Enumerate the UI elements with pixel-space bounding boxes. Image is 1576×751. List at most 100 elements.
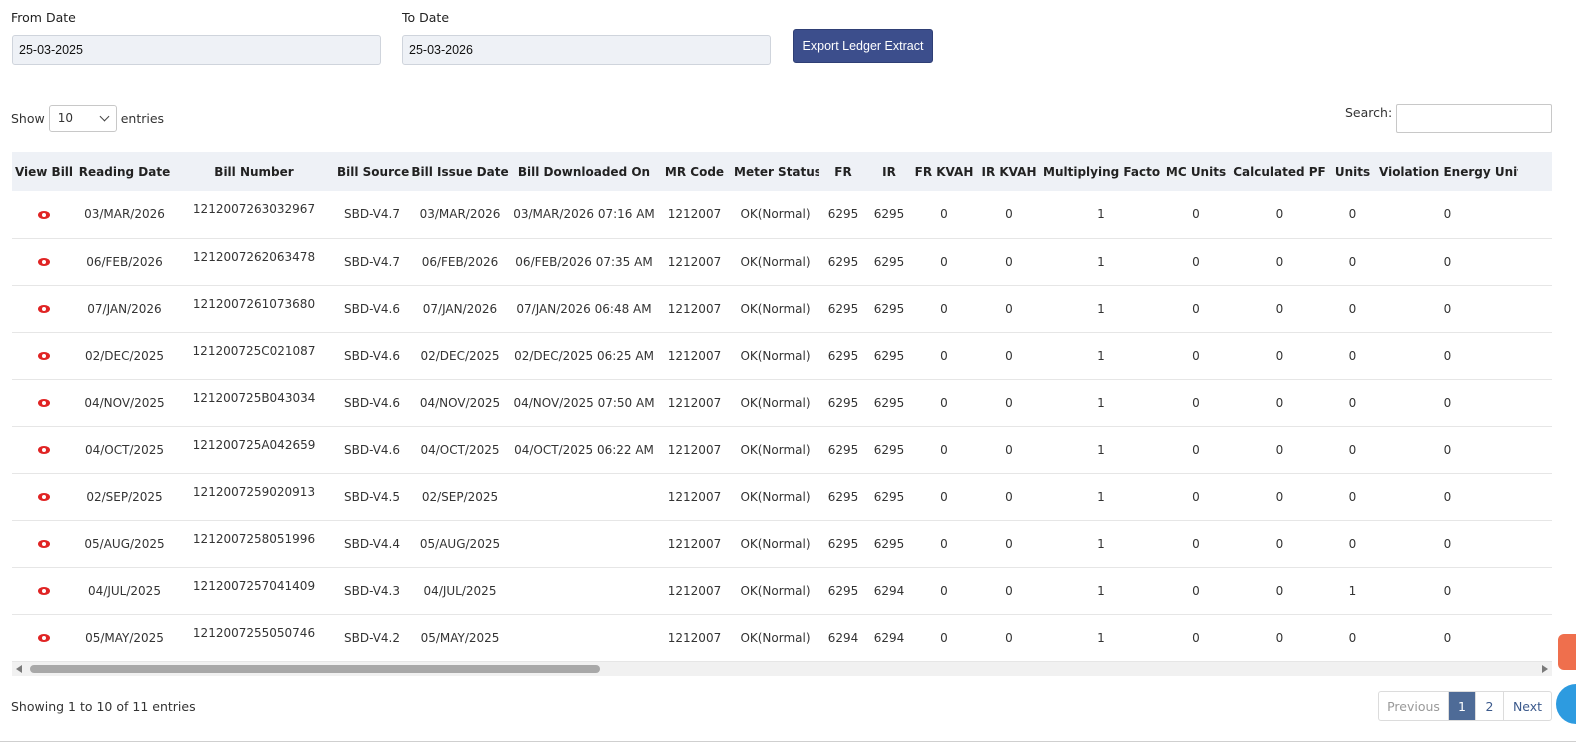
view-bill-cell <box>12 379 76 427</box>
table-cell: 07/JAN/2026 06:48 AM <box>511 285 657 333</box>
table-cell: 02/DEC/2025 06:25 AM <box>511 332 657 380</box>
eye-icon[interactable] <box>38 446 50 454</box>
table-cell: 6295 <box>819 520 867 568</box>
column-header[interactable]: OB F <box>1518 152 1552 191</box>
export-ledger-button[interactable]: Export Ledger Extract <box>793 29 933 63</box>
table-cell: 0 <box>1231 473 1328 521</box>
scroll-left-icon[interactable] <box>16 665 22 673</box>
table-header-row: View Bill Reading Date Bill Number Bill Sou… <box>12 152 1552 191</box>
table-cell: 05/MAY/2025 <box>76 614 173 662</box>
table-cell: 0 <box>977 379 1041 427</box>
table-cell: 0 <box>1161 614 1231 662</box>
column-header[interactable]: Bill Source <box>335 152 409 191</box>
table-cell: 78 <box>1518 238 1552 286</box>
table-cell: 0 <box>977 191 1041 239</box>
eye-icon[interactable] <box>38 540 50 548</box>
table-cell: 1 <box>1041 473 1161 521</box>
eye-icon[interactable] <box>38 305 50 313</box>
table-cell: 0 <box>1231 332 1328 380</box>
table-cell: 0 <box>977 614 1041 662</box>
table-cell: OK(Normal) <box>732 191 819 239</box>
column-header[interactable]: Multiplying Factor <box>1041 152 1161 191</box>
table-cell: 0 <box>977 238 1041 286</box>
feedback-tab[interactable] <box>1558 634 1576 670</box>
table-cell: 0 <box>911 567 977 615</box>
table-row: 04/JUL/2025 1212007257041409 SBD-V4.3 04/JU… <box>12 562 1552 615</box>
table-cell: 0 <box>1161 520 1231 568</box>
search-input[interactable] <box>1396 104 1552 133</box>
table-cell: 0 <box>911 379 977 427</box>
from-date-input[interactable] <box>12 35 381 65</box>
table-cell: 6295 <box>819 285 867 333</box>
column-header[interactable]: Bill Number <box>173 152 335 191</box>
column-header[interactable]: Calculated PF <box>1231 152 1328 191</box>
next-page-button[interactable]: Next <box>1512 698 1543 714</box>
column-header[interactable]: Units <box>1328 152 1377 191</box>
eye-icon[interactable] <box>38 399 50 407</box>
column-header[interactable]: Violation Energy Units <box>1377 152 1518 191</box>
table-cell: 0 <box>977 520 1041 568</box>
table-cell: 1 <box>1041 238 1161 286</box>
table-cell: 6295 <box>819 567 867 615</box>
table-cell: 0 <box>1231 567 1328 615</box>
table-row: 03/MAR/2026 1212007263032967 SBD-V4.7 03/MA… <box>12 186 1552 239</box>
table-cell <box>511 567 657 615</box>
eye-icon[interactable] <box>38 258 50 266</box>
view-bill-cell <box>12 567 76 615</box>
entries-length-control: Show 10 entries <box>11 104 164 132</box>
table-cell: 121200725C021087 <box>173 327 335 375</box>
column-header[interactable]: View Bill <box>12 152 76 191</box>
column-header[interactable]: MC Units <box>1161 152 1231 191</box>
view-bill-cell <box>12 191 76 239</box>
table-cell: 0 <box>1231 238 1328 286</box>
table-cell: 0 <box>1377 614 1518 662</box>
table-cell: SBD-V4.7 <box>335 238 409 286</box>
table-cell: 6295 <box>867 379 911 427</box>
entries-select-value: 10 <box>57 111 74 125</box>
table-cell: 1212007 <box>657 238 732 286</box>
table-cell: 1212007258051996 <box>173 515 335 563</box>
table-cell: 1212007 <box>657 426 732 474</box>
table-cell: 0 <box>1377 238 1518 286</box>
column-header[interactable]: FR <box>819 152 867 191</box>
table-cell: 0 <box>1231 379 1328 427</box>
eye-icon[interactable] <box>38 493 50 501</box>
bottom-divider <box>0 741 1576 742</box>
page-1-button[interactable]: 1 <box>1449 692 1476 720</box>
eye-icon[interactable] <box>38 210 50 219</box>
table-cell: OK(Normal) <box>732 285 819 333</box>
eye-icon[interactable] <box>38 352 50 360</box>
table-cell: 0 <box>1161 379 1231 427</box>
column-header[interactable]: MR Code <box>657 152 732 191</box>
column-header[interactable]: Bill Downloaded On <box>511 152 657 191</box>
table-cell <box>511 520 657 568</box>
column-header[interactable]: FR KVAH <box>911 152 977 191</box>
horizontal-scrollbar[interactable] <box>12 662 1552 676</box>
table-cell: 1212007 <box>657 614 732 662</box>
view-bill-cell <box>12 238 76 286</box>
table-cell: 02/DEC/2025 <box>409 332 511 380</box>
to-date-input[interactable] <box>402 35 771 65</box>
table-cell: SBD-V4.7 <box>335 191 409 239</box>
table-cell: 0 <box>1231 285 1328 333</box>
chat-widget-button[interactable] <box>1556 684 1576 724</box>
table-cell: 06/FEB/2026 07:35 AM <box>511 238 657 286</box>
table-cell: 0 <box>911 191 977 239</box>
previous-page-button[interactable]: Previous <box>1379 692 1449 720</box>
eye-icon[interactable] <box>38 587 50 595</box>
table-cell: 121200725A042659 <box>173 421 335 469</box>
column-header[interactable]: Bill Issue Date <box>409 152 511 191</box>
scroll-right-icon[interactable] <box>1542 665 1548 673</box>
column-header[interactable]: IR <box>867 152 911 191</box>
column-header[interactable]: Meter Status <box>732 152 819 191</box>
eye-icon[interactable] <box>38 634 50 642</box>
column-header[interactable]: Reading Date <box>76 152 173 191</box>
page-2-button[interactable]: 2 <box>1476 692 1504 720</box>
table-cell: 73 <box>1518 285 1552 333</box>
view-bill-cell <box>12 332 76 380</box>
column-header[interactable]: IR KVAH <box>977 152 1041 191</box>
entries-select[interactable]: 10 <box>48 104 117 132</box>
table-cell: 0 <box>1377 473 1518 521</box>
scrollbar-thumb[interactable] <box>30 665 600 673</box>
table-cell: 02/DEC/2025 <box>76 332 173 380</box>
